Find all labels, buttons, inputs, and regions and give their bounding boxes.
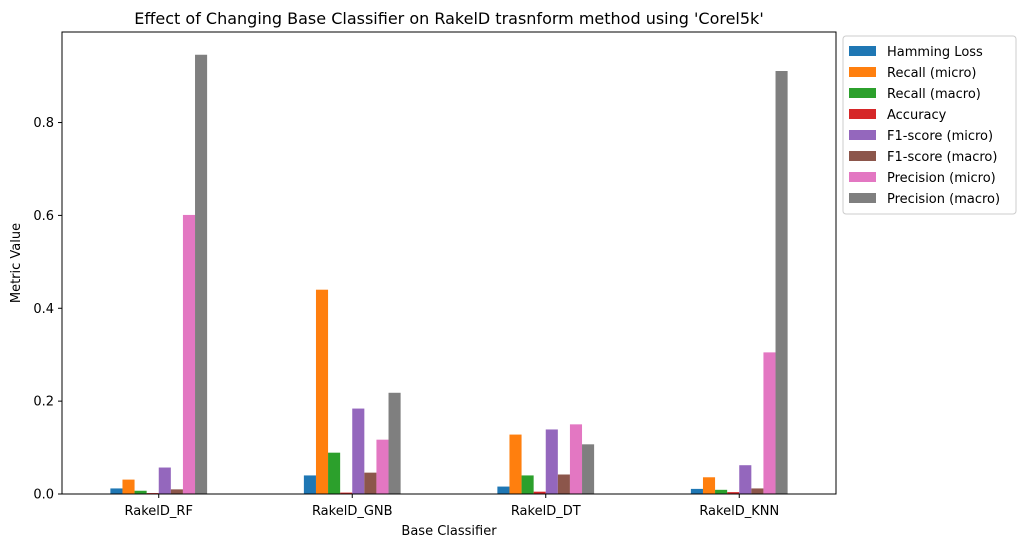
legend-item: F1-score (micro) bbox=[849, 129, 993, 144]
bar bbox=[158, 467, 171, 494]
bar bbox=[122, 479, 135, 494]
x-tick-label: RakelD_GNB bbox=[312, 504, 393, 519]
y-tick-label: 0.8 bbox=[33, 116, 54, 131]
legend-label: Precision (micro) bbox=[887, 171, 996, 186]
y-axis-label: Metric Value bbox=[9, 223, 24, 303]
legend-item: Precision (micro) bbox=[849, 171, 996, 186]
bar bbox=[702, 477, 716, 494]
bar bbox=[715, 489, 728, 494]
legend-swatch bbox=[849, 151, 876, 161]
legend-label: F1-score (macro) bbox=[887, 150, 997, 165]
bar bbox=[364, 472, 377, 494]
bar bbox=[509, 434, 522, 494]
legend-label: Precision (macro) bbox=[887, 192, 1000, 207]
x-axis: RakelD_RF RakelD_GNB RakelD_DT RakelD_KNN bbox=[125, 494, 779, 519]
x-axis-label: Base Classifier bbox=[401, 524, 497, 539]
legend-item: Recall (macro) bbox=[849, 87, 981, 102]
bar bbox=[557, 474, 570, 494]
legend-item: Hamming Loss bbox=[849, 45, 983, 60]
x-tick-label: RakelD_RF bbox=[125, 504, 193, 519]
bar bbox=[582, 444, 595, 494]
legend-swatch bbox=[849, 130, 876, 140]
bar bbox=[545, 429, 558, 494]
bar bbox=[182, 214, 196, 494]
x-tick-label: RakelD_KNN bbox=[699, 504, 779, 519]
legend-box bbox=[842, 35, 1017, 215]
bar bbox=[195, 54, 208, 494]
legend-item: Precision (macro) bbox=[849, 192, 1000, 207]
bar bbox=[170, 489, 183, 494]
bar bbox=[352, 408, 365, 494]
bar bbox=[376, 439, 389, 494]
bar bbox=[315, 289, 329, 494]
x-tick-label: RakelD_DT bbox=[511, 504, 581, 519]
legend-label: Hamming Loss bbox=[887, 45, 983, 60]
legend-item: Accuracy bbox=[849, 108, 947, 123]
legend-swatch bbox=[849, 172, 876, 182]
y-tick-label: 0.2 bbox=[33, 395, 54, 410]
chart-title: Effect of Changing Base Classifier on Ra… bbox=[134, 9, 763, 28]
bar bbox=[751, 488, 764, 494]
legend-swatch bbox=[849, 193, 876, 203]
bar bbox=[569, 424, 583, 494]
bar bbox=[690, 488, 703, 494]
legend: Hamming Loss Recall (micro) Recall (macro)… bbox=[842, 35, 1017, 215]
bar bbox=[763, 352, 776, 494]
bar bbox=[533, 491, 546, 494]
y-axis: 0.0 0.2 0.4 0.6 0.8 bbox=[33, 116, 62, 503]
plot-frame bbox=[61, 31, 837, 495]
bar bbox=[303, 475, 316, 494]
legend-label: F1-score (micro) bbox=[887, 129, 993, 144]
bar bbox=[134, 490, 147, 494]
legend-swatch bbox=[849, 67, 876, 77]
legend-swatch bbox=[849, 46, 876, 56]
bar bbox=[328, 452, 341, 494]
bar bbox=[727, 492, 740, 494]
bar bbox=[497, 486, 510, 494]
bar bbox=[775, 71, 788, 494]
legend-swatch bbox=[849, 88, 876, 98]
y-tick-label: 0.6 bbox=[33, 209, 54, 224]
bar bbox=[739, 465, 752, 494]
bar bbox=[521, 475, 534, 494]
legend-item: F1-score (macro) bbox=[849, 150, 997, 165]
legend-item: Recall (micro) bbox=[849, 66, 977, 81]
legend-label: Accuracy bbox=[887, 108, 947, 123]
bars-group bbox=[110, 54, 788, 494]
legend-swatch bbox=[849, 109, 876, 119]
y-tick-label: 0.4 bbox=[33, 302, 54, 317]
bar bbox=[110, 488, 123, 494]
y-tick-label: 0.0 bbox=[33, 488, 54, 503]
bar bbox=[388, 392, 401, 494]
legend-label: Recall (micro) bbox=[887, 66, 977, 81]
legend-label: Recall (macro) bbox=[887, 87, 981, 102]
bar bbox=[340, 492, 353, 494]
